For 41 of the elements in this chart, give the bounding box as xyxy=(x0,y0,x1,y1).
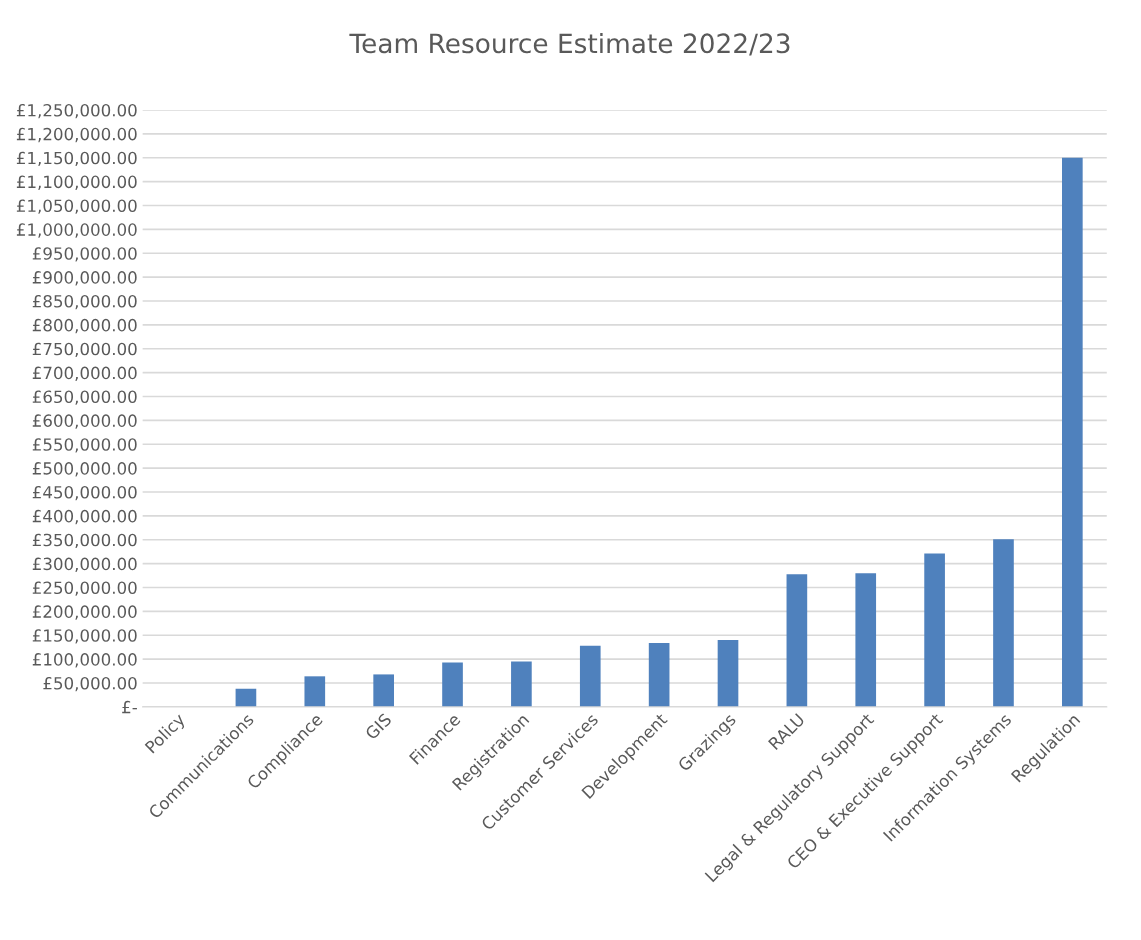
y-tick-label: £350,000.00 xyxy=(32,533,137,549)
bar xyxy=(511,661,532,707)
bar xyxy=(648,642,670,707)
bar xyxy=(855,573,877,707)
y-tick-label: £500,000.00 xyxy=(32,462,137,477)
bar xyxy=(235,688,257,707)
y-tick-label: £1,200,000.00 xyxy=(16,127,137,143)
bar xyxy=(717,640,739,707)
y-tick-label: £450,000.00 xyxy=(32,485,137,501)
y-tick-label: £550,000.00 xyxy=(32,438,137,453)
y-tick-label: £1,100,000.00 xyxy=(16,175,137,190)
bar xyxy=(304,676,326,707)
bar xyxy=(373,674,394,707)
y-tick-label: £850,000.00 xyxy=(32,294,137,310)
bar xyxy=(442,662,463,707)
bar xyxy=(786,574,808,707)
y-tick-label: £200,000.00 xyxy=(32,605,137,620)
y-tick-label: £900,000.00 xyxy=(32,271,137,286)
bar xyxy=(579,645,601,707)
y-tick-label: £1,050,000.00 xyxy=(16,199,137,214)
y-tick-label: £300,000.00 xyxy=(32,557,137,572)
y-tick-label: £600,000.00 xyxy=(32,414,137,429)
bar xyxy=(924,553,945,707)
y-tick-label: £400,000.00 xyxy=(32,509,137,525)
y-tick-label: £50,000.00 xyxy=(43,676,137,692)
x-tick-label: GIS xyxy=(364,712,393,741)
y-tick-label: £1,250,000.00 xyxy=(16,103,137,119)
y-tick-label: £250,000.00 xyxy=(32,581,137,596)
y-tick-label: £800,000.00 xyxy=(32,318,137,334)
chart-title: Team Resource Estimate 2022/23 xyxy=(349,32,790,56)
y-tick-label: £- xyxy=(122,700,137,714)
y-tick-label: £700,000.00 xyxy=(32,366,137,381)
y-tick-label: £150,000.00 xyxy=(32,629,137,644)
y-tick-label: £1,150,000.00 xyxy=(16,151,137,166)
y-tick-label: £750,000.00 xyxy=(32,342,137,358)
bar xyxy=(993,539,1014,707)
y-tick-label: £100,000.00 xyxy=(32,653,137,668)
bar xyxy=(1062,157,1083,707)
y-tick-label: £1,000,000.00 xyxy=(16,223,137,238)
y-tick-label: £950,000.00 xyxy=(32,247,137,262)
y-tick-label: £650,000.00 xyxy=(32,390,137,405)
